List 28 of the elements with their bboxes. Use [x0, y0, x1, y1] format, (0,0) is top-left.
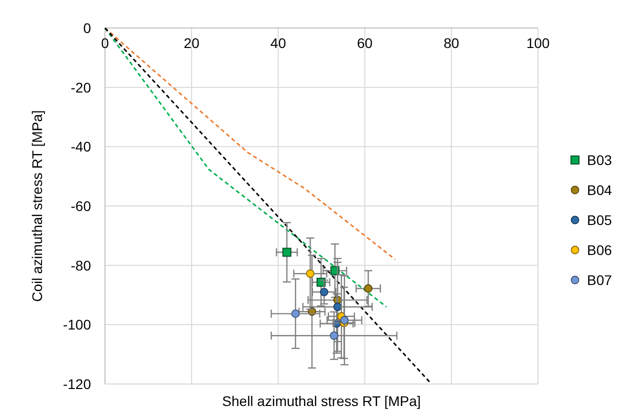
y-axis-title: Coil azimuthal stress RT [MPa] — [29, 110, 45, 302]
point — [320, 288, 328, 296]
x-tick-label: 80 — [444, 35, 460, 51]
legend-label: B03 — [587, 152, 612, 168]
x-axis-title: Shell azimuthal stress RT [MPa] — [222, 393, 421, 409]
x-tick-label: 20 — [184, 35, 200, 51]
y-tick-label: -20 — [70, 79, 92, 96]
y-tick-label: -80 — [70, 257, 92, 274]
point — [330, 331, 338, 340]
point — [291, 309, 300, 318]
legend-label: B04 — [587, 182, 612, 198]
legend-label: B07 — [587, 272, 612, 288]
x-tick-label: 60 — [357, 35, 373, 51]
point — [364, 284, 372, 293]
x-tick-label: 40 — [270, 35, 286, 51]
x-tick-label: 0 — [101, 35, 110, 51]
y-tick-label: -120 — [62, 376, 92, 392]
y-tick-label: -40 — [70, 138, 92, 155]
x-tick-label: 100 — [526, 35, 550, 51]
point — [306, 269, 314, 278]
point — [340, 316, 349, 324]
y-tick-label: -100 — [62, 316, 92, 333]
y-tick-label: -60 — [70, 198, 92, 214]
point — [333, 302, 342, 312]
y-tick-label: 0 — [83, 20, 92, 36]
legend-label: B06 — [587, 242, 612, 258]
point — [282, 248, 292, 257]
legend-label: B05 — [587, 212, 612, 228]
